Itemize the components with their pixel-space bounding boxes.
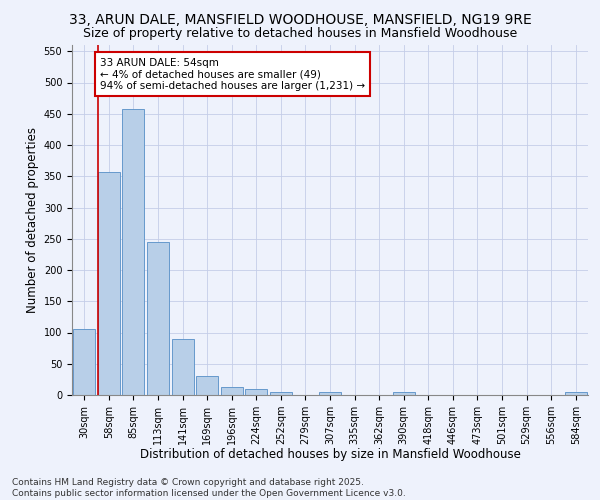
Bar: [245, 390, 268, 395]
Bar: [221, 387, 243, 395]
Bar: [122, 110, 145, 395]
Bar: [270, 392, 292, 395]
Bar: [98, 172, 120, 395]
Bar: [73, 330, 95, 395]
Bar: [392, 392, 415, 395]
Text: Contains HM Land Registry data © Crown copyright and database right 2025.
Contai: Contains HM Land Registry data © Crown c…: [12, 478, 406, 498]
Text: 33 ARUN DALE: 54sqm
← 4% of detached houses are smaller (49)
94% of semi-detache: 33 ARUN DALE: 54sqm ← 4% of detached hou…: [100, 58, 365, 90]
Bar: [319, 392, 341, 395]
Bar: [565, 392, 587, 395]
Bar: [196, 376, 218, 395]
Text: Size of property relative to detached houses in Mansfield Woodhouse: Size of property relative to detached ho…: [83, 28, 517, 40]
X-axis label: Distribution of detached houses by size in Mansfield Woodhouse: Distribution of detached houses by size …: [140, 448, 520, 462]
Bar: [147, 242, 169, 395]
Y-axis label: Number of detached properties: Number of detached properties: [26, 127, 40, 313]
Text: 33, ARUN DALE, MANSFIELD WOODHOUSE, MANSFIELD, NG19 9RE: 33, ARUN DALE, MANSFIELD WOODHOUSE, MANS…: [68, 12, 532, 26]
Bar: [172, 339, 194, 395]
